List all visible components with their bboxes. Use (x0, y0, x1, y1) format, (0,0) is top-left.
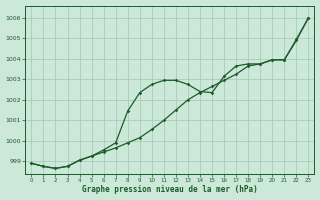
X-axis label: Graphe pression niveau de la mer (hPa): Graphe pression niveau de la mer (hPa) (82, 185, 258, 194)
